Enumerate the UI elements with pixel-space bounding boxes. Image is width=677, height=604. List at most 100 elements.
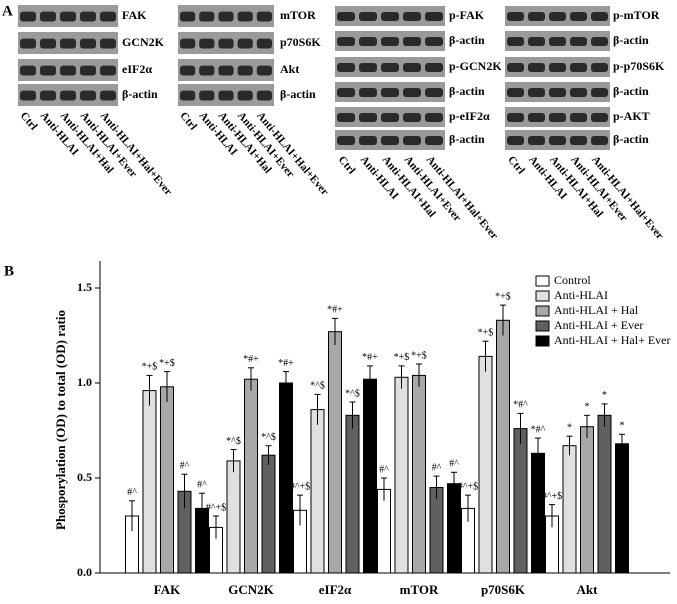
blot-band	[591, 63, 608, 72]
blot-label: β-actin	[613, 33, 649, 47]
blot-band	[218, 90, 234, 101]
blot-label: p-AKT	[613, 109, 650, 123]
bar-annotation: *	[585, 402, 590, 413]
blot-label: eIF2α	[122, 62, 152, 76]
blot-band	[218, 11, 234, 22]
blot-band	[337, 12, 355, 21]
blot-band	[20, 65, 36, 76]
blot-band	[180, 65, 196, 76]
bar-annotation: #^	[197, 479, 207, 490]
bar	[226, 460, 241, 574]
blot-band	[40, 11, 56, 22]
blot-band	[199, 90, 215, 101]
bar-annotation: *	[620, 421, 625, 432]
bar	[496, 319, 510, 574]
bar	[310, 409, 325, 574]
bar-annotation: *^$	[310, 381, 325, 392]
bar-annotation: #^+$	[458, 481, 478, 492]
bar	[615, 443, 629, 574]
x-tick-label: GCN2K	[228, 582, 274, 597]
bar-annotation: *^$	[261, 432, 276, 443]
blot-label: β-actin	[613, 132, 649, 146]
bar	[377, 488, 391, 574]
blot-band	[40, 90, 56, 101]
blot-band	[237, 38, 253, 49]
blot-band	[20, 38, 36, 49]
blot-band	[237, 90, 253, 101]
y-tick-label: 1.0	[77, 375, 92, 389]
legend-swatch	[535, 320, 550, 332]
blot-band	[80, 11, 96, 22]
bar	[478, 355, 493, 574]
blot-band	[403, 88, 421, 97]
x-tick-label: FAK	[154, 582, 181, 597]
blot-label: mTOR	[280, 8, 316, 22]
blot-band	[381, 88, 399, 97]
blot-band	[359, 136, 377, 145]
blot-band	[60, 38, 76, 49]
panel-label: A	[2, 3, 13, 19]
blot-band	[528, 12, 545, 21]
bar	[562, 445, 577, 574]
blot-label: β-actin	[449, 84, 485, 98]
lane-label: Ctrl	[177, 110, 199, 133]
blot-band	[528, 136, 545, 145]
blot-band	[237, 11, 253, 22]
bar-annotation: *#^	[531, 424, 546, 435]
bar	[597, 414, 612, 574]
bar	[363, 378, 377, 574]
blot-label: FAK	[122, 8, 147, 22]
x-tick-label: p70S6K	[481, 582, 526, 597]
panel-label: B	[4, 263, 14, 279]
blot-band	[237, 65, 253, 76]
blot-band	[591, 113, 608, 122]
blot-band	[549, 136, 566, 145]
blot-label: Akt	[280, 62, 299, 76]
bar	[531, 452, 545, 574]
blot-band	[549, 88, 566, 97]
blot-label: p70S6K	[280, 35, 321, 49]
lane-label: Ctrl	[336, 154, 358, 177]
y-tick-label: 0.0	[77, 565, 92, 579]
legend-label: Anti-HLAI + Hal+ Ever	[554, 333, 671, 347]
bar-annotation: *#+	[278, 358, 294, 369]
blot-band	[337, 113, 355, 122]
bar-annotation: *#+	[243, 354, 259, 365]
blot-band	[403, 12, 421, 21]
bar-annotation: *#^	[513, 400, 528, 411]
blot-label: p-GCN2K	[449, 59, 502, 73]
blot-band	[381, 113, 399, 122]
blot-label: β-actin	[280, 87, 316, 101]
bar-annotation: #^+$	[542, 491, 562, 502]
blot-band	[570, 136, 587, 145]
blot-label: β-actin	[449, 33, 485, 47]
bar-annotation: *^$	[226, 436, 241, 447]
bar-annotation: *+$	[142, 362, 158, 373]
bar	[580, 426, 594, 574]
blot-band	[100, 11, 116, 22]
blot-band	[199, 65, 215, 76]
blot-band	[337, 88, 355, 97]
blot-band	[570, 88, 587, 97]
blot-band	[570, 113, 587, 122]
blot-band	[381, 63, 399, 72]
blot-label: β-actin	[613, 84, 649, 98]
bar	[345, 414, 360, 574]
blot-label: p-FAK	[449, 8, 485, 22]
blot-band	[100, 65, 116, 76]
bar-annotation: *^$	[345, 388, 360, 399]
blot-band	[359, 37, 377, 46]
bar-annotation: *	[602, 390, 607, 401]
bar	[447, 483, 461, 574]
blot-band	[20, 11, 36, 22]
blot-band	[381, 12, 399, 21]
blot-band	[507, 12, 524, 21]
blot-band	[425, 63, 443, 72]
blot-band	[337, 136, 355, 145]
y-axis-title: Phosporylation (OD) to total (OD) ratio	[53, 310, 68, 530]
blot-band	[381, 136, 399, 145]
bar-annotation: #^	[432, 462, 442, 473]
blot-band	[528, 63, 545, 72]
bar-annotation: *#+	[362, 352, 378, 363]
